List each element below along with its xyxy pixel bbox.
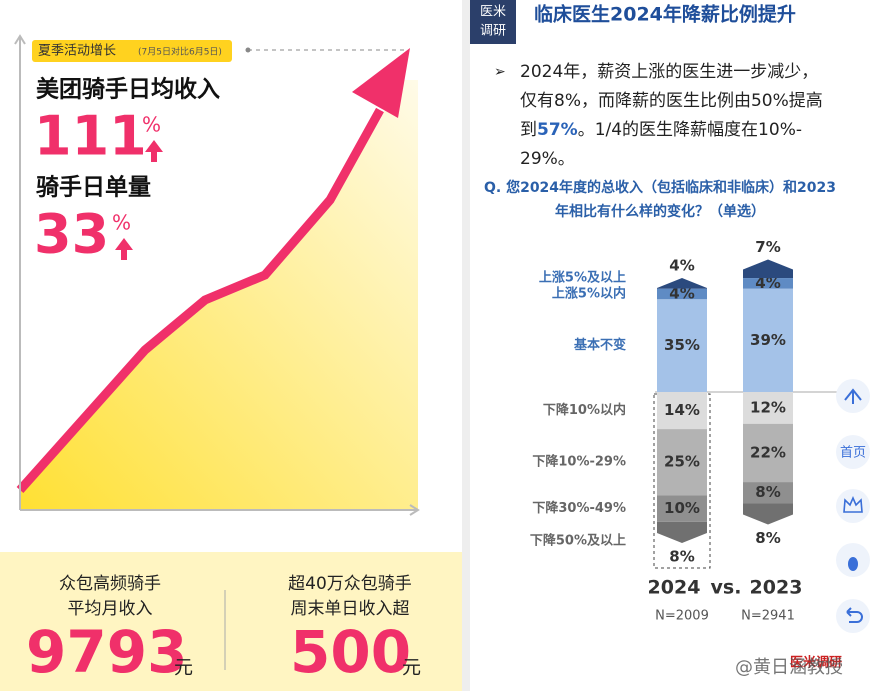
stat-value: 500 [290,618,411,686]
series-name: 下降10%以内 [543,402,626,418]
highlight-box [653,393,711,569]
tag-note: (7月5日对比6月5日) [138,46,222,58]
data-label: 7% [755,238,780,256]
category-label: 2024 [648,577,701,599]
stat-line: 周末单日收入超 [291,599,410,619]
bar-segment [743,503,793,525]
stats-panel [0,552,462,691]
bullet-line: 到57%。1/4的医生降薪幅度在10%- [520,120,802,140]
axis-arrow [409,504,420,516]
bullet-mark: ➢ [494,64,506,80]
dot [245,47,251,53]
data-label: 12% [750,398,786,416]
metric-unit: % [142,113,161,137]
metric-label: 骑手日单量 [36,175,151,201]
trend-line [16,107,384,493]
bar-segment [743,482,793,504]
watermark: @黄日涵教授 [735,657,843,678]
tag-bg [32,40,232,62]
category-label: 2023 [750,577,803,599]
bar-segment [743,259,793,279]
bar-segment [743,392,793,424]
data-label: 4% [755,274,780,292]
data-label: 4% [669,284,694,302]
bar-segment [743,288,793,392]
bar-segment [657,392,707,430]
data-label: 8% [755,529,780,547]
series-name: 基本不变 [573,337,626,353]
question: Q. 您2024年度的总收入（包括临床和非临床）和2023 [484,179,836,196]
stat-line: 平均月收入 [68,599,153,619]
badge [470,0,516,44]
data-label: 35% [664,336,700,354]
bullet-line: 仅有8%，而降薪的医生比例由50%提高 [520,91,823,111]
stat-unit: 元 [174,657,193,679]
data-label: 8% [755,483,780,501]
bar-segment [657,278,707,289]
bar-segment [657,429,707,496]
nav-icon [844,388,862,404]
bullet-text: 2024年，薪资上涨的医生进一步减少， 仅有8%，而降薪的医生比例由50%提高到5… [520,62,823,169]
separator: vs. [711,577,742,599]
title: 临床医生2024年降薪比例提升 [534,3,796,26]
data-label: 25% [664,453,700,471]
series-name: 上涨5%以内 [552,285,626,301]
text-part: 。1/4的医生降薪幅度在10%- [578,120,802,140]
badge-text: 调研 [480,24,506,39]
divider [462,0,470,691]
series-name: 上涨5%及以上 [539,271,626,286]
bar-segment [657,299,707,392]
data-label: 22% [750,443,786,461]
data-label: 39% [750,331,786,349]
source: 医米调研 [790,655,842,671]
nav-icon [846,607,863,623]
nav-home[interactable] [836,435,870,469]
data-label: 14% [664,401,700,419]
nav-icon [848,557,858,571]
axis-arrow [14,34,26,45]
bar-segment [743,423,793,483]
highlight: 57% [537,120,578,140]
series-name: 下降10%-29% [532,454,626,470]
nav-back[interactable] [836,599,870,633]
side-nav: 首页 [836,379,870,633]
badge-text: 医米 [480,5,506,20]
metric-label: 美团骑手日均收入 [36,76,220,103]
stat-line: 超40万众包骑手 [288,574,412,594]
sample-size: N=2941 [741,609,795,624]
nav-label: 首页 [840,446,866,461]
bullet-line: 2024年，薪资上涨的医生进一步减少， [520,62,818,82]
up-icon [115,238,133,260]
arrow-head [352,48,410,118]
bar-segment [657,288,707,300]
tag: 夏季活动增长 [38,44,116,59]
up-icon [145,140,163,162]
data-label: 10% [664,499,700,517]
stat-line: 众包高频骑手 [59,574,161,594]
metric-unit: % [112,211,131,235]
stat-unit: 元 [402,657,421,679]
bar-segment [657,521,707,544]
metric-value: 33 [34,203,109,266]
data-label: 8% [669,548,694,566]
nav-crown[interactable] [836,489,870,523]
sample-size: N=2009 [655,609,709,624]
bar-segment [743,278,793,289]
bar-segment [657,495,707,522]
series-name: 下降50%及以上 [530,533,626,549]
nav-icon [843,495,863,513]
metric-value: 111 [34,105,147,168]
stat-value: 9793 [26,618,187,686]
data-label: 4% [669,257,694,275]
bullet-line: 29%。 [520,149,575,169]
series-name: 下降30%-49% [532,500,626,516]
chart: Q. 您2024年度的总收入（包括临床和非临床）和2023 年相比有什么样的变化？… [484,179,836,624]
text-part: 到 [520,120,537,140]
question: 年相比有什么样的变化？（单选） [555,203,765,220]
